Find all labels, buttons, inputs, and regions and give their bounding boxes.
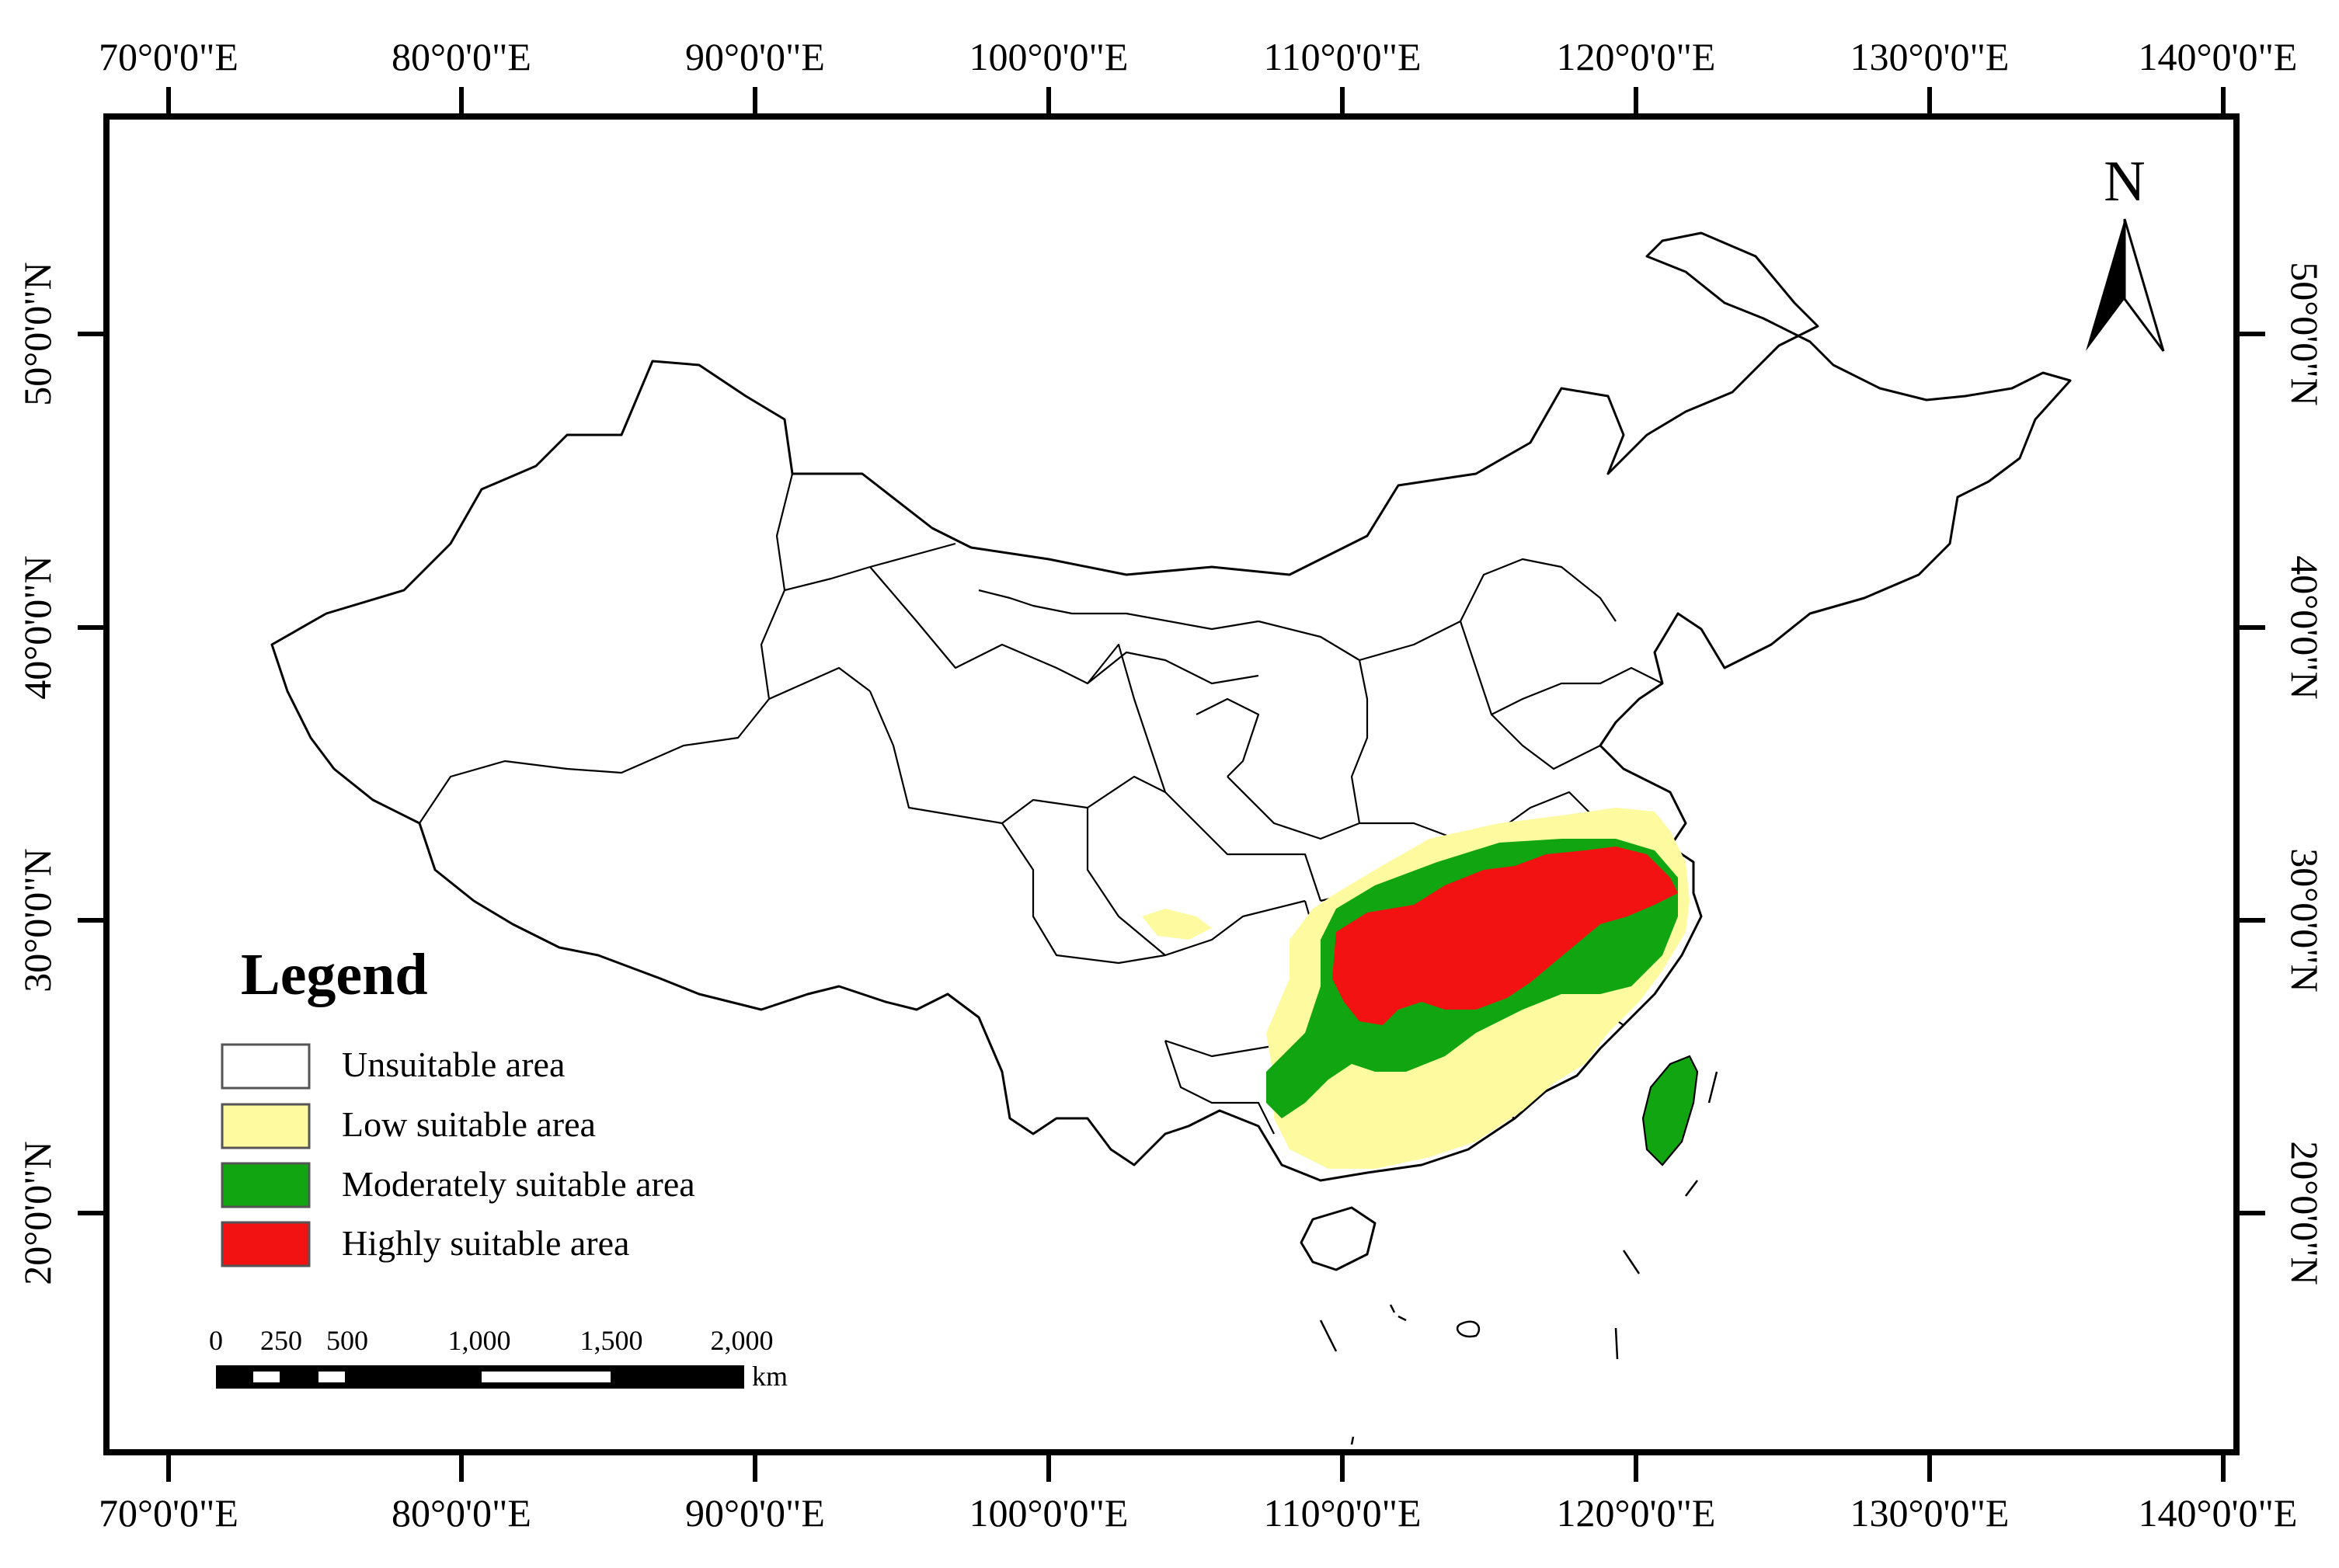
hainan-island — [1300, 1206, 1377, 1271]
right-axis-label: 30°0'0"N — [2283, 848, 2327, 993]
left-axis-label: 50°0'0"N — [16, 262, 59, 406]
left-axis-label: 20°0'0"N — [16, 1141, 59, 1285]
scale-label: 250 — [260, 1325, 302, 1356]
map-frame — [103, 113, 2240, 1455]
legend-label: Unsuitable area — [342, 1045, 565, 1084]
bottom-axis-labels: 70°0'0"E 80°0'0"E 90°0'0"E 100°0'0"E 110… — [99, 1491, 2297, 1535]
bottom-axis-label: 130°0'0"E — [1850, 1491, 2010, 1535]
country-outline — [270, 231, 2072, 1182]
legend: Legend Unsuitable area Low suitable area… — [221, 942, 695, 1267]
bottom-axis-label: 100°0'0"E — [969, 1491, 1129, 1535]
top-axis-label: 70°0'0"E — [99, 35, 238, 78]
legend-label: Low suitable area — [342, 1104, 596, 1144]
bottom-axis-label: 80°0'0"E — [392, 1491, 531, 1535]
south-china-sea-marks — [1319, 1071, 1718, 1445]
top-axis-label: 110°0'0"E — [1263, 35, 1421, 78]
bottom-axis-label: 70°0'0"E — [99, 1491, 238, 1535]
top-axis-label: 80°0'0"E — [392, 35, 531, 78]
left-axis-label: 40°0'0"N — [16, 555, 59, 700]
scale-label: 1,000 — [448, 1325, 511, 1356]
right-axis-label: 20°0'0"N — [2283, 1141, 2327, 1285]
scale-label: 2,000 — [711, 1325, 774, 1356]
top-axis-label: 140°0'0"E — [2139, 35, 2298, 78]
top-axis-label: 90°0'0"E — [685, 35, 825, 78]
north-arrow: N — [2086, 150, 2165, 352]
axis-ticks — [78, 87, 2265, 1482]
legend-swatch-low — [221, 1103, 311, 1149]
scale-label: 1,500 — [580, 1325, 643, 1356]
top-axis-labels: 70°0'0"E 80°0'0"E 90°0'0"E 100°0'0"E 110… — [99, 35, 2297, 78]
top-axis-label: 130°0'0"E — [1850, 35, 2010, 78]
legend-swatch-unsuitable — [221, 1043, 311, 1090]
left-axis-labels: 50°0'0"N 40°0'0"N 30°0'0"N 20°0'0"N — [16, 262, 59, 1285]
scale-label: 0 — [209, 1325, 223, 1356]
bottom-axis-label: 140°0'0"E — [2139, 1491, 2298, 1535]
scale-label: 500 — [326, 1325, 368, 1356]
legend-swatch-moderate — [221, 1162, 311, 1208]
north-arrow-icon — [2086, 219, 2125, 351]
legend-label: Moderately suitable area — [342, 1164, 695, 1204]
north-arrow-label: N — [2104, 150, 2145, 214]
bottom-axis-label: 90°0'0"E — [685, 1491, 825, 1535]
highly-suitable-zone — [1332, 847, 1678, 1025]
legend-swatch-high — [221, 1221, 311, 1267]
right-axis-labels: 50°0'0"N 40°0'0"N 30°0'0"N 20°0'0"N — [2283, 262, 2327, 1285]
scale-bar: 0 250 500 1,000 1,500 2,000 km — [209, 1325, 788, 1392]
top-axis-label: 120°0'0"E — [1557, 35, 1716, 78]
taiwan-island — [1641, 1055, 1699, 1166]
legend-label: Highly suitable area — [342, 1223, 629, 1263]
legend-title: Legend — [241, 942, 428, 1007]
bottom-axis-label: 120°0'0"E — [1557, 1491, 1716, 1535]
scale-unit: km — [752, 1361, 788, 1392]
right-axis-label: 40°0'0"N — [2283, 555, 2327, 700]
top-axis-label: 100°0'0"E — [969, 35, 1129, 78]
right-axis-label: 50°0'0"N — [2283, 262, 2327, 406]
bottom-axis-label: 110°0'0"E — [1263, 1491, 1421, 1535]
left-axis-label: 30°0'0"N — [16, 848, 59, 993]
